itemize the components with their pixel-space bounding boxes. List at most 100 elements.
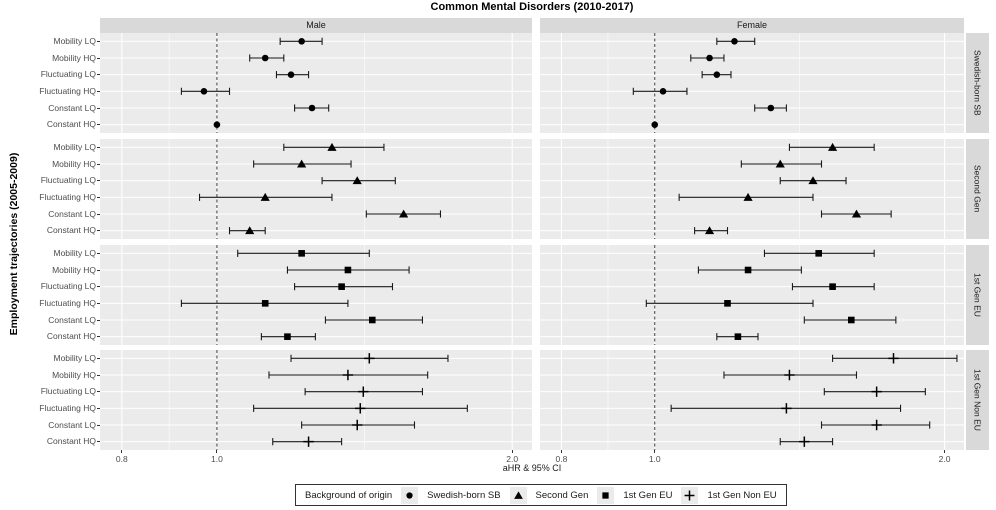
marker-square	[829, 283, 836, 290]
y-tick-label: Fluctuating HQ	[39, 191, 96, 202]
marker-plus	[358, 386, 369, 397]
marker-triangle	[743, 192, 753, 201]
legend-item-label: Second Gen	[535, 489, 589, 501]
marker-plus	[352, 419, 363, 431]
panel-1st-gen-non-eu-female	[540, 350, 964, 450]
panel-second-gen-female	[540, 139, 964, 239]
y-tick-label: Constant HQ	[46, 225, 96, 236]
marker-circle	[659, 88, 667, 95]
y-tick-label: Fluctuating LQ	[40, 175, 96, 186]
facet-row-strip-3: 1st Gen Non EU	[966, 350, 989, 450]
y-axis-tick	[97, 407, 100, 409]
facet-row-strip-1: Second Gen	[966, 139, 989, 239]
marker-square	[734, 333, 742, 340]
y-tick-label: Constant HQ	[46, 331, 96, 342]
marker-triangle	[775, 159, 785, 168]
y-tick-label: Constant LQ	[48, 314, 96, 325]
square-icon	[602, 491, 610, 499]
legend-key-square	[597, 486, 615, 504]
y-tick-label: Constant LQ	[48, 208, 96, 219]
y-tick-label: Constant LQ	[48, 102, 96, 113]
legend: Background of origin Swedish-born SB Seco…	[295, 484, 787, 506]
legend-item-label: 1st Gen Non EU	[707, 489, 777, 501]
x-tick-label: 2.0	[938, 454, 951, 464]
legend-key-circle	[401, 486, 419, 504]
marker-circle	[287, 71, 295, 78]
x-tick-label: 1.0	[210, 454, 223, 464]
chart-title: Common Mental Disorders (2010-2017)	[430, 1, 634, 13]
plus-icon	[685, 490, 695, 500]
marker-triangle	[260, 192, 270, 201]
marker-square	[338, 283, 345, 290]
marker-square	[344, 266, 352, 274]
y-tick-label: Fluctuating LQ	[40, 386, 96, 397]
legend-key-triangle	[509, 486, 527, 504]
panel-1st-gen-eu-male	[100, 245, 532, 345]
marker-circle	[213, 121, 221, 128]
y-axis-tick	[97, 146, 100, 148]
x-axis-tick	[944, 450, 946, 453]
marker-triangle	[808, 176, 818, 185]
circle-icon	[406, 491, 413, 499]
y-tick-label: Mobility LQ	[53, 247, 96, 258]
facet-row-strip-label: 1st Gen Non EU	[972, 369, 983, 431]
panel-swedish-born-sb-male	[100, 33, 532, 133]
facet-row-strip-label: Swedish-born SB	[972, 50, 983, 116]
y-axis-tick	[97, 252, 100, 254]
x-axis-tick	[654, 450, 656, 453]
y-axis-tick	[97, 90, 100, 92]
y-axis-tick	[97, 302, 100, 304]
y-axis-tick	[97, 124, 100, 126]
facet-row-strip-label: 1st Gen EU	[972, 273, 983, 317]
y-axis-tick	[97, 180, 100, 182]
y-axis-tick	[97, 107, 100, 109]
marker-square	[815, 250, 822, 257]
y-axis-tick	[97, 319, 100, 321]
marker-triangle	[297, 159, 307, 168]
marker-plus	[303, 436, 314, 447]
y-tick-label: Constant LQ	[48, 419, 96, 430]
facet-row-strip-2: 1st Gen EU	[966, 245, 989, 345]
marker-circle	[261, 54, 269, 62]
y-tick-label: Fluctuating HQ	[39, 402, 96, 413]
marker-square	[298, 250, 305, 257]
marker-circle	[651, 121, 659, 128]
marker-triangle	[352, 176, 362, 185]
legend-key-plus	[681, 486, 699, 504]
marker-plus	[781, 403, 792, 414]
y-tick-label: Mobility LQ	[53, 141, 96, 152]
y-axis-title: Employment trajectories (2005-2009)	[8, 152, 20, 336]
marker-circle	[713, 71, 721, 78]
panel-swedish-born-sb-female	[540, 33, 964, 133]
y-tick-label: Fluctuating HQ	[39, 85, 96, 96]
y-tick-label: Mobility HQ	[52, 369, 96, 380]
facet-row-strip-label: Second Gen	[972, 165, 983, 213]
marker-triangle	[399, 209, 409, 218]
panel-1st-gen-eu-female	[540, 245, 964, 345]
marker-plus	[342, 369, 354, 381]
panel-second-gen-male	[100, 139, 532, 239]
x-axis-tick	[511, 450, 513, 453]
y-axis-tick	[97, 163, 100, 165]
legend-title: Background of origin	[305, 489, 393, 501]
marker-circle	[731, 38, 738, 45]
x-axis-tick	[121, 450, 123, 453]
marker-circle	[308, 104, 316, 112]
marker-triangle	[245, 226, 255, 235]
x-tick-label: 0.8	[555, 454, 568, 464]
x-tick-label: 1.0	[648, 454, 661, 464]
facet-row-strip-0: Swedish-born SB	[966, 33, 989, 133]
marker-triangle	[827, 142, 838, 151]
y-axis-tick	[97, 57, 100, 59]
marker-square	[744, 266, 752, 274]
y-axis-tick	[97, 269, 100, 271]
y-tick-label: Constant HQ	[46, 436, 96, 447]
y-axis-tick	[97, 40, 100, 42]
marker-square	[284, 333, 291, 340]
x-axis-tick	[560, 450, 562, 453]
y-axis-tick	[97, 286, 100, 288]
marker-circle	[298, 38, 305, 45]
marker-circle	[767, 104, 775, 112]
marker-plus	[888, 353, 899, 364]
